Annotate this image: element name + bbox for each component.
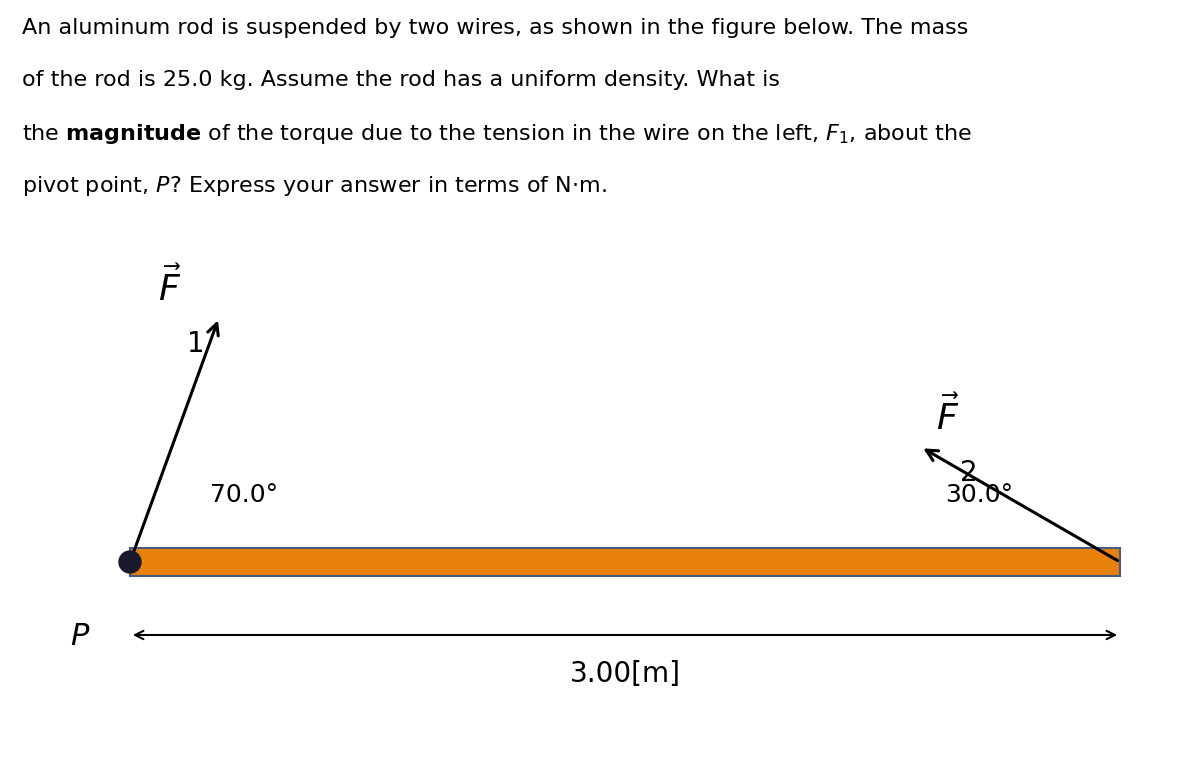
Text: $1$: $1$ bbox=[186, 329, 203, 357]
Text: 3.00[m]: 3.00[m] bbox=[570, 660, 680, 688]
Text: 30.0°: 30.0° bbox=[946, 483, 1013, 507]
Text: the $\mathbf{magnitude}$ of the torque due to the tension in the wire on the lef: the $\mathbf{magnitude}$ of the torque d… bbox=[22, 122, 972, 146]
Bar bbox=[130, 548, 1120, 576]
Text: of the rod is 25.0 kg. Assume the rod has a uniform density. What is: of the rod is 25.0 kg. Assume the rod ha… bbox=[22, 70, 780, 90]
Text: An aluminum rod is suspended by two wires, as shown in the figure below. The mas: An aluminum rod is suspended by two wire… bbox=[22, 18, 968, 38]
Text: pivot point, $P$? Express your answer in terms of N$\cdot$m.: pivot point, $P$? Express your answer in… bbox=[22, 174, 607, 198]
Text: $2$: $2$ bbox=[959, 459, 976, 487]
Text: P: P bbox=[70, 622, 89, 651]
Text: 70.0°: 70.0° bbox=[210, 483, 278, 507]
Text: $\vec{F}$: $\vec{F}$ bbox=[157, 266, 181, 307]
Circle shape bbox=[119, 551, 142, 573]
Text: $\vec{F}$: $\vec{F}$ bbox=[936, 395, 959, 437]
